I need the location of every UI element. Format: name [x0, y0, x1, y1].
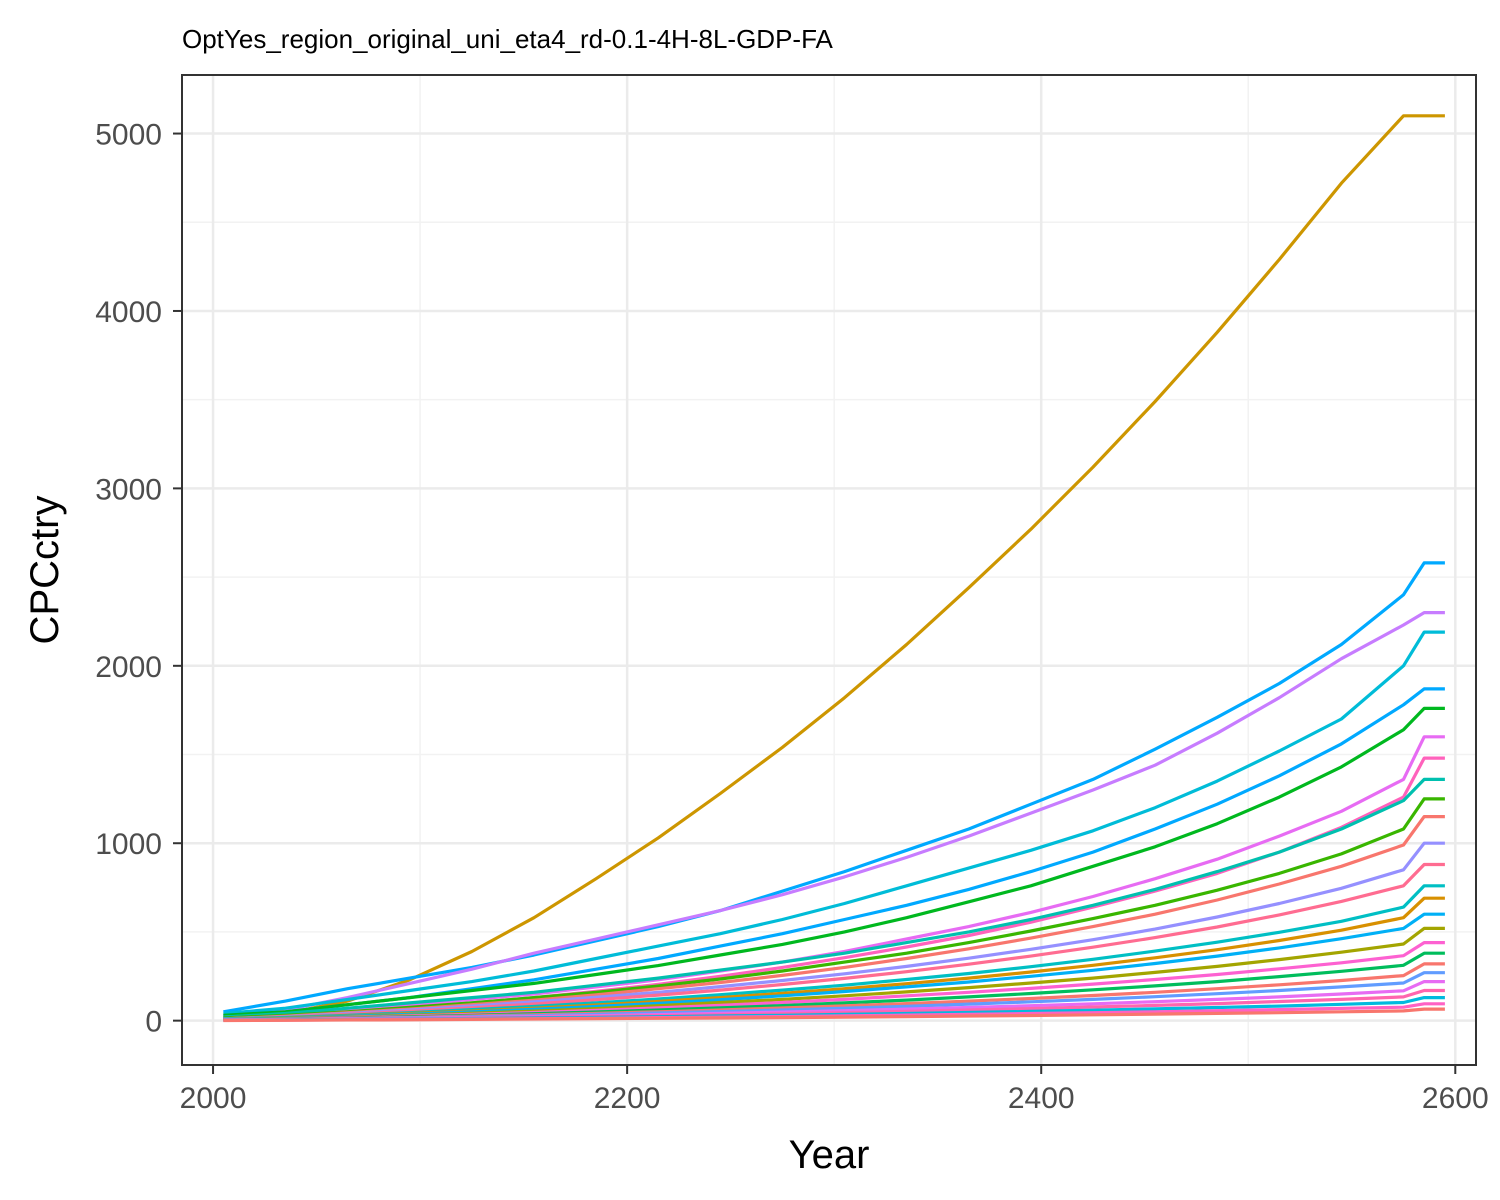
y-axis-title: CPCctry [23, 496, 67, 645]
minor-gridlines [182, 75, 1476, 1065]
series-line-9 [223, 777, 1445, 1019]
series-lines [223, 114, 1445, 1023]
y-tick-label: 4000 [95, 296, 162, 329]
series-line-2 [223, 561, 1445, 1014]
major-gridlines [182, 75, 1476, 1065]
y-tick-label: 1000 [95, 828, 162, 861]
series-line-3 [223, 610, 1445, 1017]
plot-border [181, 74, 1477, 1066]
x-axis-title: Year [789, 1133, 870, 1177]
y-tick-label: 5000 [95, 119, 162, 152]
x-tick-label: 2200 [594, 1082, 661, 1115]
x-tick-label: 2400 [1008, 1082, 1075, 1115]
plot-panel [182, 75, 1476, 1065]
series-line-4 [223, 630, 1445, 1016]
series-line-1 [223, 114, 1445, 1019]
series-line-10 [223, 797, 1445, 1020]
y-tick-label: 2000 [95, 651, 162, 684]
chart-title: OptYes_region_original_uni_eta4_rd-0.1-4… [182, 24, 834, 54]
y-tick-label: 0 [145, 1006, 162, 1039]
x-tick-label: 2000 [180, 1082, 247, 1115]
x-tick-label: 2600 [1422, 1082, 1489, 1115]
y-axis-ticks: 0 1000 2000 3000 4000 5000 [95, 119, 182, 1039]
series-line-26 [223, 1007, 1445, 1023]
series-line-7 [223, 735, 1445, 1019]
series-line-6 [223, 706, 1445, 1017]
y-tick-label: 3000 [95, 473, 162, 506]
x-axis-ticks: 2000 2200 2400 2600 [180, 1065, 1489, 1115]
